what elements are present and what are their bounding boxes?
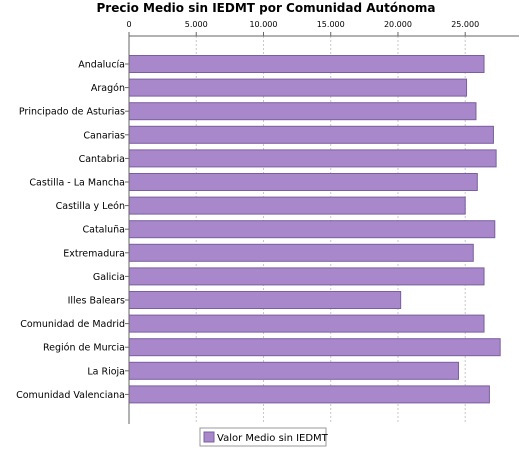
category-label: Principado de Asturias bbox=[19, 107, 125, 118]
bar bbox=[128, 78, 468, 97]
bar bbox=[128, 55, 485, 73]
x-tick-label: 0 bbox=[126, 20, 131, 29]
category-label: Illes Balears bbox=[68, 296, 125, 307]
category-label: Canarias bbox=[83, 130, 125, 141]
grid bbox=[195, 36, 466, 424]
category-label: Extremadura bbox=[63, 248, 125, 259]
y-axis: Andalucía Aragón Principado de Asturias Can… bbox=[16, 60, 129, 401]
category-label: Cataluña bbox=[82, 225, 125, 236]
category-label: Galicia bbox=[93, 272, 125, 283]
bar bbox=[128, 102, 477, 121]
bar bbox=[128, 385, 490, 404]
category-label: Comunidad Valenciana bbox=[16, 390, 125, 401]
bar bbox=[128, 338, 501, 357]
legend-box bbox=[199, 427, 327, 447]
bar bbox=[128, 196, 466, 215]
x-tick-label: 5.000 bbox=[185, 20, 208, 29]
category-label: Andalucía bbox=[78, 60, 125, 71]
axis-lines bbox=[128, 35, 519, 424]
x-tick-label: 10.000 bbox=[249, 20, 277, 29]
legend: Valor Medio sin IEDMT bbox=[199, 427, 329, 447]
bar bbox=[128, 361, 459, 380]
x-axis: 0 5.000 10.000 15.000 20.000 25.000 bbox=[126, 20, 479, 36]
category-label: Región de Murcia bbox=[43, 343, 125, 354]
bars bbox=[128, 55, 501, 404]
legend-label: Valor Medio sin IEDMT bbox=[217, 433, 329, 444]
category-label: Comunidad de Madrid bbox=[20, 319, 125, 330]
category-label: Cantabria bbox=[79, 154, 125, 165]
bar bbox=[128, 243, 474, 262]
bar bbox=[128, 267, 485, 286]
category-label: Castilla y León bbox=[56, 201, 125, 212]
chart-title: Precio Medio sin IEDMT por Comunidad Aut… bbox=[97, 1, 436, 15]
x-tick-label: 15.000 bbox=[317, 20, 345, 29]
category-label: Aragón bbox=[91, 83, 125, 94]
legend-swatch bbox=[203, 431, 215, 443]
x-tick-label: 20.000 bbox=[384, 20, 412, 29]
bar bbox=[128, 173, 478, 191]
category-label: La Rioja bbox=[87, 366, 125, 377]
category-label: Castilla - La Mancha bbox=[29, 178, 125, 189]
bar bbox=[128, 291, 402, 309]
bar bbox=[128, 149, 497, 168]
bar bbox=[128, 125, 494, 144]
bar bbox=[128, 220, 496, 239]
bar bbox=[128, 314, 485, 333]
x-tick-label: 25.000 bbox=[451, 20, 479, 29]
